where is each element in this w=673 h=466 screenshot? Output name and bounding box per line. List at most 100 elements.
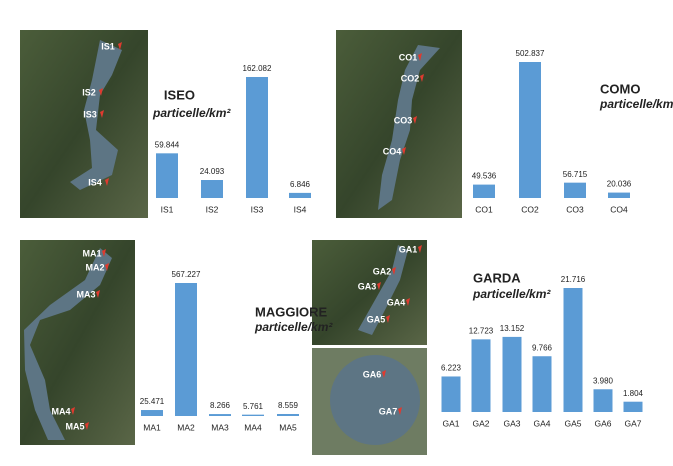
value-label: 5.761: [243, 402, 264, 411]
map-pin: [105, 263, 109, 271]
map-label: IS3: [83, 109, 97, 119]
x-tick-label: MA2: [177, 422, 195, 432]
map-pin: [377, 282, 381, 290]
map-pin: [418, 53, 422, 61]
x-tick-label: MA1: [143, 422, 161, 432]
map-pin: [382, 370, 386, 378]
value-label: 1.804: [623, 389, 644, 398]
value-label: 162.082: [243, 64, 272, 73]
lake-iseo: [70, 40, 122, 190]
bar: [246, 77, 268, 198]
value-label: 56.715: [563, 170, 588, 179]
map-label: MA3: [76, 289, 95, 299]
map-pin: [85, 422, 89, 430]
map-label: CO1: [399, 52, 418, 62]
bar: [209, 414, 231, 416]
x-tick-label: GA2: [472, 418, 489, 428]
bar: [623, 401, 643, 412]
map-label: GA6: [363, 369, 382, 379]
map-label: MA2: [85, 262, 104, 272]
value-label: 59.844: [155, 140, 180, 149]
bar: [277, 413, 299, 416]
chart-subtitle: particelle/km²: [152, 106, 231, 120]
x-tick-label: GA6: [594, 418, 611, 428]
lake-garda-south: [330, 355, 420, 445]
x-tick-label: CO2: [521, 204, 539, 214]
bar: [242, 414, 264, 416]
value-label: 21.716: [561, 275, 586, 284]
value-label: 9.766: [532, 343, 553, 352]
value-label: 49.536: [472, 172, 497, 181]
map-label: GA4: [387, 297, 406, 307]
map-label: CO3: [394, 115, 413, 125]
bar: [502, 336, 522, 412]
value-label: 8.559: [278, 401, 299, 410]
map-pin: [100, 110, 104, 118]
value-label: 8.266: [210, 401, 231, 410]
map-label: IS4: [88, 177, 102, 187]
bar: [608, 192, 630, 198]
lake-como: [378, 45, 440, 210]
x-tick-label: IS3: [251, 204, 264, 214]
x-tick-label: CO1: [475, 204, 493, 214]
map-label: GA3: [358, 281, 377, 291]
map-pin: [402, 147, 406, 155]
map-label: MA4: [51, 406, 70, 416]
map-pin: [105, 178, 109, 186]
chart-title: ISEO: [164, 87, 195, 102]
value-label: 25.471: [140, 397, 165, 406]
x-tick-label: IS2: [206, 204, 219, 214]
bar: [532, 356, 552, 412]
lake-maggiore: [24, 248, 112, 440]
bar: [141, 410, 163, 416]
x-tick-label: CO4: [610, 204, 628, 214]
map-pin: [418, 245, 422, 253]
value-label: 6.223: [441, 364, 462, 373]
maps: [20, 30, 462, 455]
x-tick-label: CO3: [566, 204, 584, 214]
chart-title: MAGGIORE: [255, 304, 328, 319]
map-label: IS2: [82, 87, 96, 97]
map-label: GA1: [399, 244, 418, 254]
x-tick-label: MA5: [279, 422, 297, 432]
bar: [564, 182, 586, 198]
bar: [563, 288, 583, 412]
value-label: 20.036: [607, 180, 632, 189]
bar: [441, 376, 461, 412]
bar: [473, 184, 495, 198]
map-pin: [392, 267, 396, 275]
map-pin: [118, 42, 122, 50]
chart-subtitle: particelle/km²: [254, 320, 333, 334]
chart-title: GARDA: [473, 270, 521, 285]
x-tick-label: IS4: [294, 204, 307, 214]
map-label: GA2: [373, 266, 392, 276]
map-pin: [99, 88, 103, 96]
value-label: 6.846: [290, 180, 311, 189]
x-tick-label: GA7: [624, 418, 641, 428]
map-label: GA7: [379, 406, 398, 416]
chart-title: COMO: [600, 81, 640, 96]
x-tick-label: GA3: [503, 418, 520, 428]
bar: [471, 339, 491, 412]
x-tick-label: GA4: [533, 418, 550, 428]
x-tick-label: GA1: [442, 418, 459, 428]
value-label: 567.227: [172, 270, 201, 279]
chart-subtitle: particelle/km²: [599, 97, 673, 111]
map-iseo: [20, 30, 148, 218]
value-label: 24.093: [200, 167, 225, 176]
x-tick-label: GA5: [564, 418, 581, 428]
map-pin: [71, 407, 75, 415]
bar: [593, 389, 613, 412]
map-label: GA5: [367, 314, 386, 324]
map-pin: [102, 249, 106, 257]
map-label: CO4: [383, 146, 402, 156]
value-label: 13.152: [500, 324, 525, 333]
map-label: CO2: [401, 73, 420, 83]
map-label: MA1: [82, 248, 101, 258]
x-tick-label: IS1: [161, 204, 174, 214]
value-label: 502.837: [516, 49, 545, 58]
value-label: 3.980: [593, 376, 614, 385]
map-pin: [420, 74, 424, 82]
chart-subtitle: particelle/km²: [472, 287, 551, 301]
